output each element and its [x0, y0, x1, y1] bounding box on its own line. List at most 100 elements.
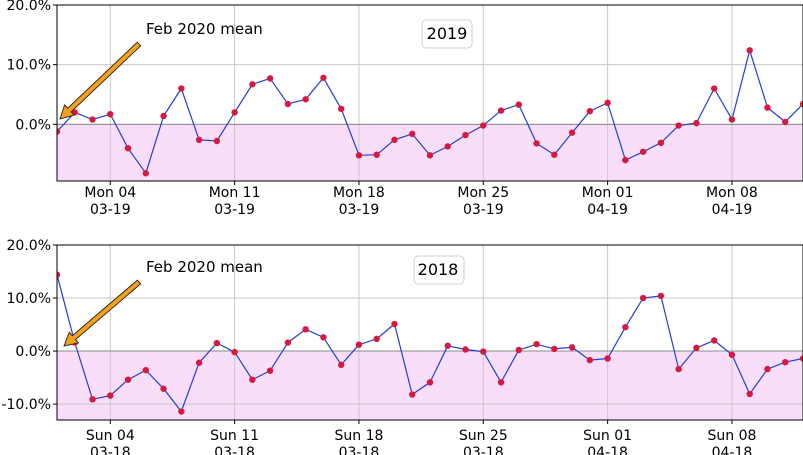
data-point [213, 339, 221, 347]
x-tick-label-date: 03-18 [90, 445, 131, 455]
data-point [231, 348, 238, 356]
data-point [355, 341, 363, 348]
data-point [89, 116, 96, 123]
data-point [337, 361, 345, 369]
data-point [195, 359, 203, 366]
data-point [249, 376, 256, 383]
data-point [551, 345, 558, 353]
data-point [426, 379, 434, 386]
x-tick-label-day: Mon 25 [457, 185, 509, 201]
data-point [568, 129, 576, 136]
data-point [266, 367, 274, 374]
data-point [320, 334, 327, 341]
data-point [89, 396, 96, 403]
data-point [320, 74, 327, 81]
plot-frame [56, 244, 803, 421]
x-tick-label-day: Sun 08 [707, 428, 756, 444]
panel-title: 2018 [418, 260, 459, 279]
data-point [480, 122, 487, 129]
data-point [178, 85, 185, 92]
x-tick-label-day: Sun 04 [86, 428, 135, 444]
data-point [178, 408, 185, 415]
data-point [604, 355, 611, 362]
data-point [284, 339, 292, 346]
data-point [124, 144, 132, 152]
x-tick-label-date: 04-19 [712, 202, 753, 218]
data-point [142, 366, 150, 374]
x-tick-label-day: Mon 11 [209, 185, 261, 201]
data-point [462, 346, 469, 353]
x-tick-label-date: 04-18 [712, 445, 753, 455]
data-point [515, 101, 523, 108]
data-point [675, 365, 682, 373]
data-point [444, 143, 451, 150]
data-point [728, 116, 736, 123]
title-box [421, 19, 473, 49]
data-point [57, 128, 61, 135]
data-point [391, 136, 398, 144]
data-point [568, 344, 576, 351]
data-point [639, 294, 647, 302]
data-point [391, 320, 398, 328]
x-tick-label-day: Sun 11 [210, 428, 259, 444]
data-point [409, 391, 416, 398]
data-point [533, 340, 540, 348]
x-tick-label-date: 03-18 [214, 445, 255, 455]
data-point [373, 151, 380, 158]
x-tick-label-date: 04-18 [587, 445, 628, 455]
x-tick-label-date: 03-19 [339, 202, 380, 218]
data-point [746, 390, 753, 398]
data-point [728, 351, 736, 358]
data-point [231, 109, 238, 116]
series-group [57, 47, 803, 177]
data-point [515, 346, 523, 354]
data-point [782, 358, 789, 366]
data-point [160, 112, 167, 120]
data-point [799, 100, 803, 108]
data-point [551, 151, 558, 158]
annotation-arrow [63, 279, 142, 347]
data-point [764, 365, 771, 373]
x-tick-label-date: 03-18 [463, 445, 504, 455]
data-point [746, 47, 753, 54]
data-point [710, 85, 718, 92]
x-tick-label-day: Sun 25 [459, 428, 508, 444]
data-point [266, 75, 274, 82]
data-point [302, 326, 309, 333]
y-tick-label: 20.0% [7, 238, 51, 254]
series-group [57, 271, 803, 415]
title-box [413, 255, 465, 285]
data-point [195, 136, 203, 144]
data-point [284, 100, 292, 108]
x-tick-label-day: Sun 18 [334, 428, 383, 444]
data-point [799, 355, 803, 362]
data-point [142, 170, 150, 177]
data-point [480, 348, 487, 355]
annotation-arrow [59, 41, 142, 120]
data-point [782, 118, 789, 126]
data-point [124, 376, 132, 383]
data-point [462, 131, 469, 139]
data-point [693, 344, 700, 352]
annotation-label: Feb 2020 mean [146, 20, 263, 38]
data-point [675, 122, 682, 129]
data-point [409, 130, 416, 138]
data-point [710, 337, 718, 344]
x-tick-label-day: Mon 18 [333, 185, 385, 201]
data-point [622, 323, 629, 331]
data-point [497, 379, 505, 386]
data-point [693, 119, 700, 127]
x-tick-label-date: 03-19 [214, 202, 255, 218]
data-point [337, 105, 345, 113]
y-tick-label: 10.0% [7, 58, 51, 74]
data-point [639, 148, 647, 155]
y-tick-label: 20.0% [7, 0, 51, 14]
data-point [604, 99, 611, 107]
data-point [444, 342, 451, 349]
annotation-label: Feb 2020 mean [146, 258, 263, 276]
data-point [213, 137, 221, 145]
x-tick-label-date: 03-19 [90, 202, 131, 218]
x-tick-label-day: Mon 04 [84, 185, 136, 201]
data-point [764, 104, 771, 111]
